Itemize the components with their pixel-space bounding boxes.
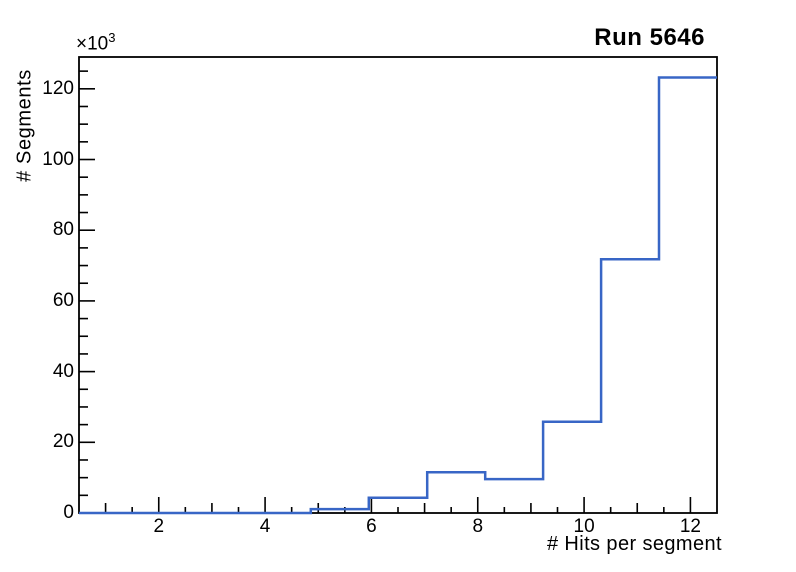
x-axis-title: # Hits per segment	[546, 533, 722, 555]
x-tick-label: 8	[472, 516, 484, 537]
plot-frame-layer	[78, 56, 718, 514]
y-tick-label: 120	[42, 77, 74, 99]
axis-ticks-layer	[79, 70, 692, 514]
y-tick-label: 80	[52, 219, 74, 241]
y-tick-label: 0	[63, 502, 74, 523]
x-tick-label: 2	[153, 516, 165, 537]
y-axis-title: # Segments	[13, 69, 36, 182]
plot-frame	[78, 56, 718, 514]
plot-title: Run 5646	[594, 24, 705, 51]
y-tick-label: 40	[52, 360, 74, 382]
x-tick-label: 4	[259, 516, 271, 537]
y-axis-exponent-power: 3	[108, 30, 116, 45]
y-tick-label: 20	[52, 431, 74, 453]
histogram-line	[79, 76, 717, 515]
y-axis-exponent-base: ×10	[76, 33, 109, 55]
x-tick-label: 10	[573, 516, 595, 537]
y-tick-label: 100	[42, 148, 74, 170]
histogram-layer	[79, 76, 717, 515]
y-axis-exponent: ×103	[76, 30, 115, 55]
y-tick-label: 60	[52, 289, 74, 311]
x-tick-label: 6	[366, 516, 377, 537]
x-tick-label: 12	[679, 516, 701, 537]
